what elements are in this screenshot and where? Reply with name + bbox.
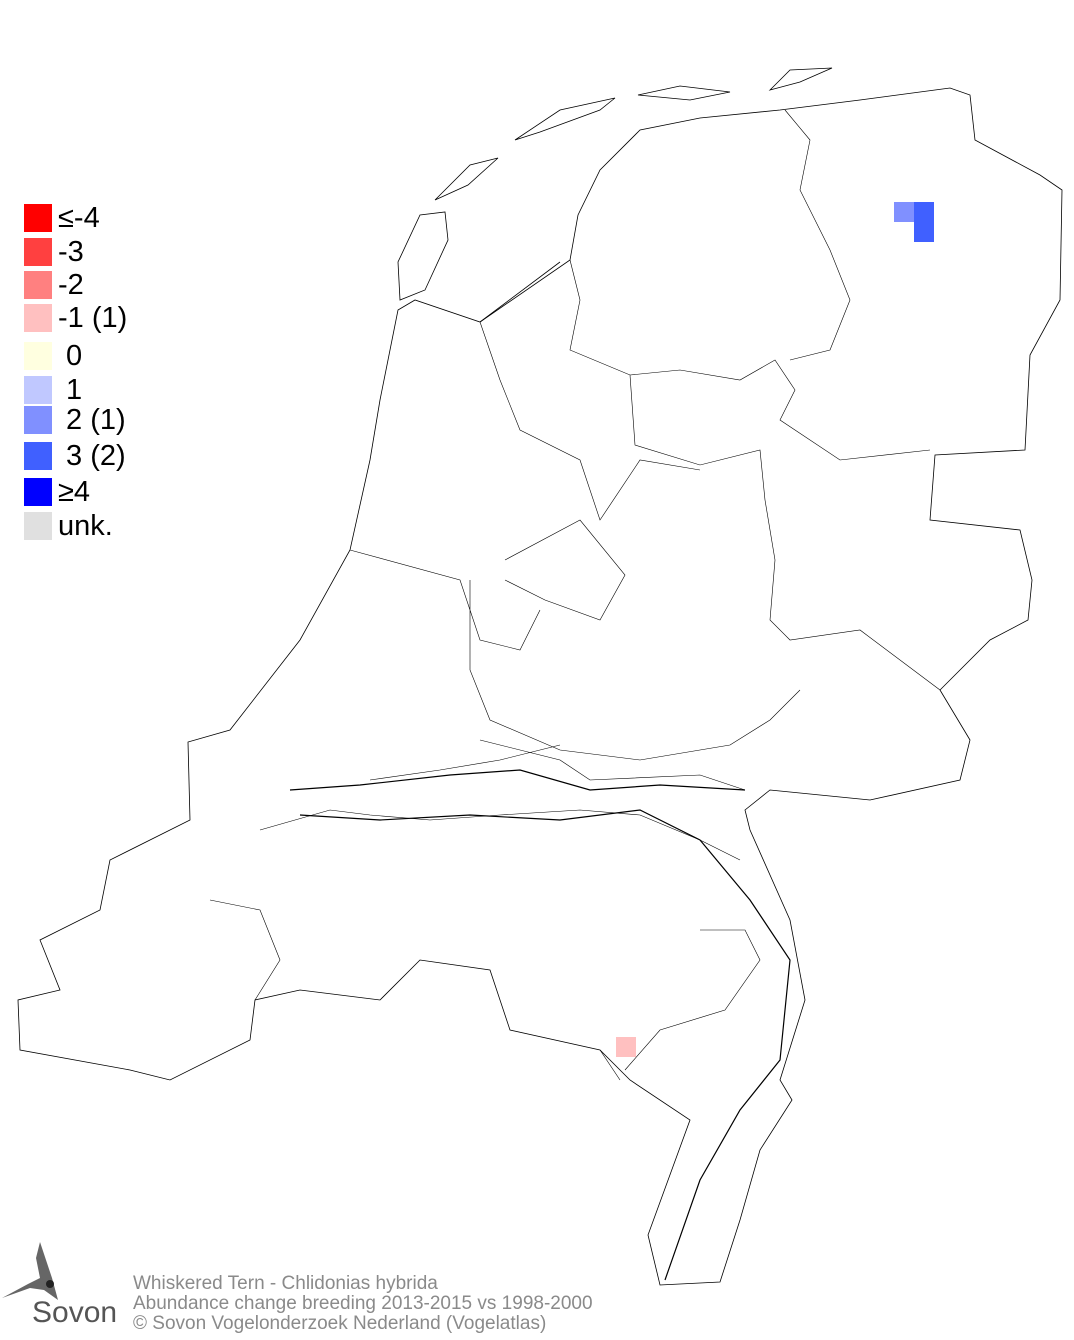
- logo-text: Sovon: [32, 1296, 118, 1329]
- legend-swatch: [24, 478, 52, 506]
- legend-item: -3: [24, 236, 184, 268]
- rivers: [289, 769, 791, 1281]
- island-schiermonnikoog: [768, 67, 833, 91]
- legend-item: 3 (2): [24, 440, 184, 472]
- province-borders: [209, 109, 941, 1081]
- legend-swatch: [24, 271, 52, 299]
- legend-swatch: [24, 442, 52, 470]
- legend-item: 1: [24, 374, 184, 406]
- caption-copyright: © Sovon Vogelonderzoek Nederland (Vogela…: [133, 1313, 547, 1334]
- afsluitdijk: [479, 261, 561, 323]
- legend-label: ≥4: [58, 476, 91, 508]
- legend-swatch: [24, 512, 52, 540]
- island-ameland: [637, 85, 731, 101]
- legend-item: ≥4: [24, 476, 184, 508]
- island-vlieland: [434, 157, 499, 201]
- legend-item: 0: [24, 340, 184, 372]
- grid-cell: [616, 1037, 636, 1057]
- legend-swatch: [24, 204, 52, 232]
- legend-item: -2: [24, 269, 184, 301]
- island-terschelling: [514, 97, 616, 141]
- grid-cells: [616, 202, 934, 1057]
- legend-swatch: [24, 304, 52, 332]
- legend-swatch: [24, 342, 52, 370]
- legend-swatch: [24, 238, 52, 266]
- legend-label: 2 (1): [58, 404, 126, 436]
- legend-label: -3: [58, 236, 84, 268]
- grid-cell: [894, 202, 914, 222]
- legend-label: 3 (2): [58, 440, 126, 472]
- legend-label: 0: [58, 340, 83, 372]
- legend-item: ≤-4: [24, 202, 184, 234]
- legend-item: unk.: [24, 510, 184, 542]
- legend-label: -2: [58, 269, 84, 301]
- country-outline: [17, 87, 1063, 1286]
- grid-cell: [914, 222, 934, 242]
- caption-description: Abundance change breeding 2013-2015 vs 1…: [133, 1293, 593, 1314]
- legend-swatch: [24, 376, 52, 404]
- legend-label: ≤-4: [58, 202, 100, 234]
- island-texel: [397, 211, 449, 301]
- caption-species: Whiskered Tern - Chlidonias hybrida: [133, 1273, 438, 1294]
- legend-label: unk.: [58, 510, 113, 542]
- legend-swatch: [24, 406, 52, 434]
- legend-label: -1 (1): [58, 302, 128, 334]
- grid-cell: [914, 202, 934, 222]
- sovon-bird-logo: [2, 1242, 58, 1300]
- legend-label: 1: [58, 374, 83, 406]
- legend-item: 2 (1): [24, 404, 184, 436]
- legend-item: -1 (1): [24, 302, 184, 334]
